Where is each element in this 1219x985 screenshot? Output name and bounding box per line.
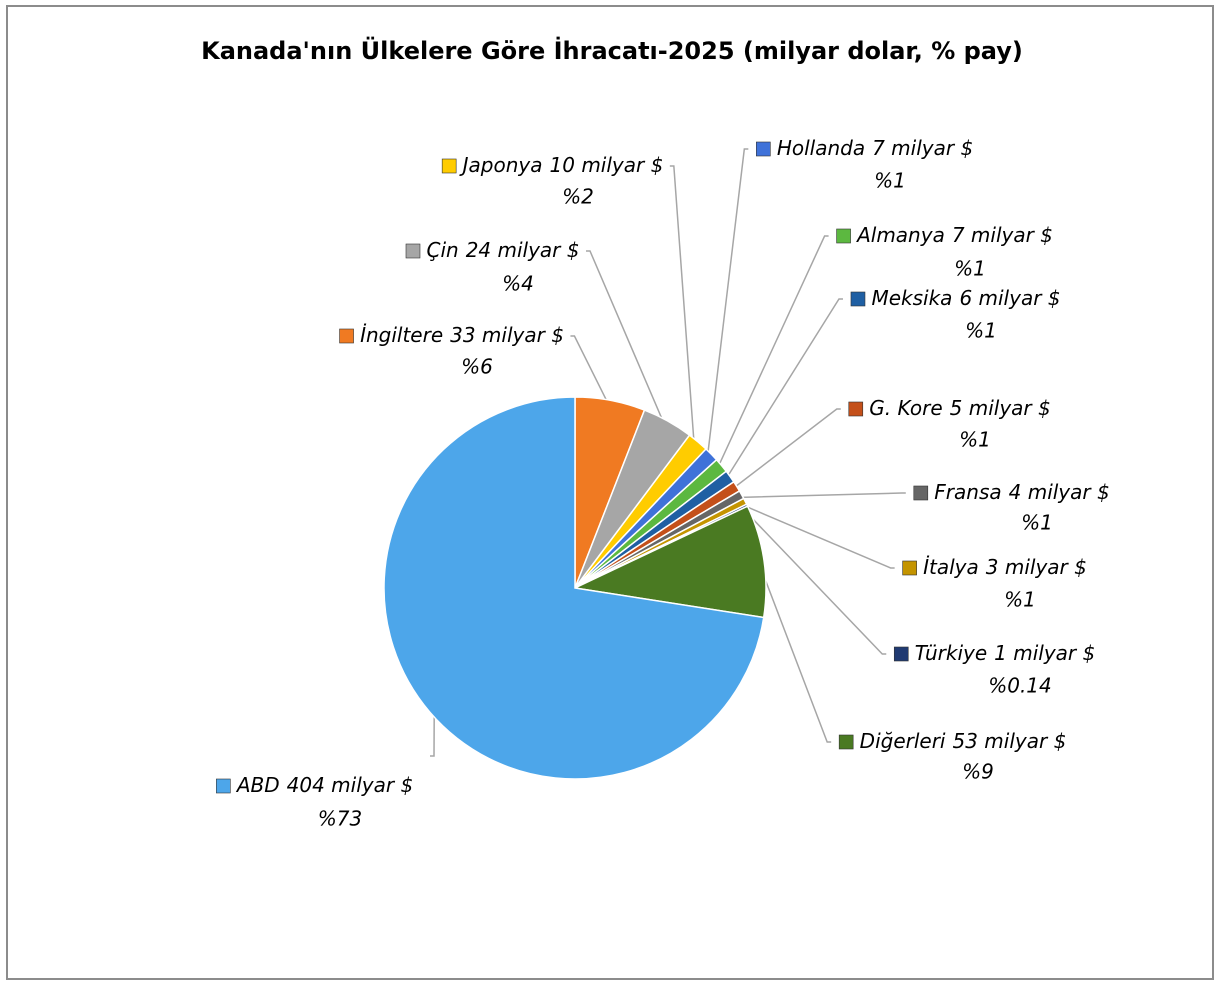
legend-marker xyxy=(893,646,909,662)
share-label: %0.14 xyxy=(988,674,1052,698)
value-label: 7 milyar $ xyxy=(872,136,973,160)
slice-label: Meksika 6 milyar $ xyxy=(871,286,1060,310)
category-name: Hollanda xyxy=(777,136,865,160)
value-label: 10 milyar $ xyxy=(550,153,664,177)
leader-line xyxy=(706,148,749,459)
legend-marker xyxy=(902,560,917,576)
pie-slice xyxy=(383,396,765,780)
leader-line xyxy=(731,408,841,490)
legend-marker xyxy=(216,778,231,794)
share-label: %1 xyxy=(874,169,906,193)
share-label: %73 xyxy=(318,807,362,831)
slice-label: G. Kore 5 milyar $ xyxy=(869,396,1050,420)
category-name: ABD xyxy=(235,773,280,797)
leader-line xyxy=(739,503,895,569)
share-label: %6 xyxy=(461,355,493,379)
category-name: Türkiye xyxy=(915,641,987,665)
legend-marker xyxy=(441,158,457,174)
slice-label: İngiltere 33 milyar $ xyxy=(360,323,564,347)
slice-label: Japonya 10 milyar $ xyxy=(459,153,664,177)
value-label: 4 milyar $ xyxy=(1009,480,1110,504)
value-label: 404 milyar $ xyxy=(287,773,414,797)
slice-label: ABD 404 milyar $ xyxy=(235,773,413,797)
value-label: 6 milyar $ xyxy=(959,286,1060,310)
value-label: 24 milyar $ xyxy=(466,238,580,262)
category-name: Diğerleri xyxy=(860,729,946,753)
share-label: %1 xyxy=(1004,588,1036,612)
legend-marker xyxy=(339,328,354,344)
value-label: 7 milyar $ xyxy=(952,223,1053,247)
pie-slice xyxy=(572,505,767,619)
value-label: 5 milyar $ xyxy=(950,396,1051,420)
value-label: 53 milyar $ xyxy=(953,729,1067,753)
slice-label: Almanya 7 milyar $ xyxy=(855,223,1053,247)
legend-marker xyxy=(913,485,929,501)
legend-marker xyxy=(405,243,421,259)
legend-marker xyxy=(848,401,864,417)
legend-marker xyxy=(838,734,854,750)
legend-marker xyxy=(850,291,866,307)
share-label: %1 xyxy=(954,257,986,281)
slice-label: Çin 24 milyar $ xyxy=(426,238,579,262)
leader-line xyxy=(736,492,906,499)
category-name: Çin xyxy=(426,238,458,262)
category-name: İngiltere xyxy=(360,323,443,347)
value-label: 33 milyar $ xyxy=(450,323,564,347)
category-name: Meksika xyxy=(871,286,952,310)
leader-line xyxy=(586,250,666,427)
slice-label: Türkiye 1 milyar $ xyxy=(915,641,1095,665)
leader-line xyxy=(669,165,696,447)
slice-label: Diğerleri 53 milyar $ xyxy=(860,729,1067,753)
value-label: 1 milyar $ xyxy=(994,641,1095,665)
slice-label: İtalya 3 milyar $ xyxy=(923,555,1087,579)
share-label: %1 xyxy=(959,428,991,452)
leader-line xyxy=(741,507,887,655)
category-name: İtalya xyxy=(923,555,979,579)
legend-marker xyxy=(836,228,851,244)
leader-line xyxy=(716,235,829,470)
share-label: %9 xyxy=(962,760,994,784)
category-name: Japonya xyxy=(459,153,543,177)
value-label: 3 milyar $ xyxy=(986,555,1087,579)
share-label: %2 xyxy=(562,185,594,209)
category-name: G. Kore xyxy=(869,396,942,420)
slice-label: Hollanda 7 milyar $ xyxy=(777,136,973,160)
category-name: Almanya xyxy=(855,223,945,247)
leader-line xyxy=(430,708,435,757)
leader-line xyxy=(724,298,843,481)
leader-line xyxy=(570,335,610,407)
share-label: %1 xyxy=(1021,511,1053,535)
legend-marker xyxy=(756,141,771,157)
leader-line xyxy=(757,561,832,743)
share-label: %1 xyxy=(965,319,997,343)
slice-label: Fransa 4 milyar $ xyxy=(934,480,1109,504)
chart-title: Kanada'nın Ülkelere Göre İhracatı-2025 (… xyxy=(201,35,1023,65)
leader-lines xyxy=(430,148,906,757)
category-name: Fransa xyxy=(934,480,1001,504)
share-label: %4 xyxy=(502,272,534,296)
